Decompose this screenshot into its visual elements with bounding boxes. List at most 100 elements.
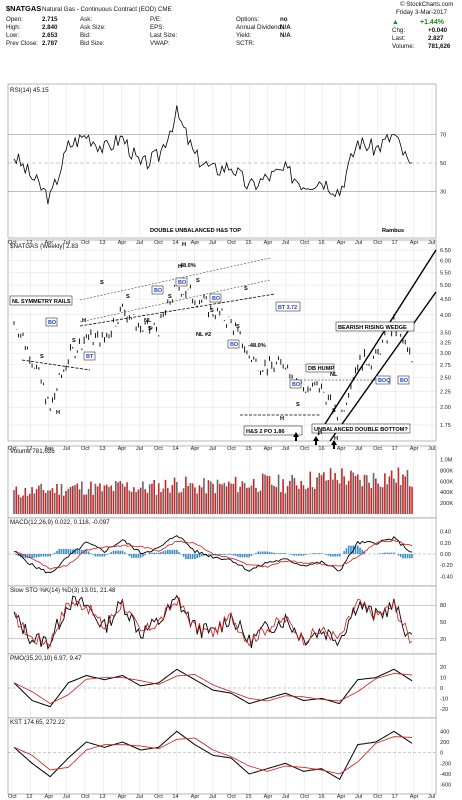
volume-bar xyxy=(228,481,230,514)
stat-label: Low: xyxy=(6,32,19,39)
x-axis-tick: Oct xyxy=(373,446,382,452)
volume-bar xyxy=(212,483,214,514)
pmo-tick: 20 xyxy=(440,665,446,671)
annotation-hs-po: H&S 2 PO 1.86 xyxy=(246,429,285,435)
macd-hist-bar xyxy=(350,545,352,554)
macd-hist-bar xyxy=(268,551,271,554)
volume-bar xyxy=(189,482,192,514)
volume-bar xyxy=(71,486,74,514)
volume-bar xyxy=(350,470,352,514)
volume-bar xyxy=(24,488,27,514)
breakout-arrow-icon xyxy=(293,432,299,441)
macd-hist-bar xyxy=(191,554,194,560)
price-tick: 5.00 xyxy=(440,283,451,289)
macd-hist-bar xyxy=(302,554,305,556)
volume-bar xyxy=(216,479,219,514)
volume-bar xyxy=(270,484,273,514)
volume-bar xyxy=(334,473,336,514)
volume-bar xyxy=(40,483,42,514)
change-pct: +1.44% xyxy=(420,19,445,26)
volume-bar xyxy=(232,483,235,514)
macd-hist-bar xyxy=(26,554,29,559)
stat-value: 2.787 xyxy=(42,40,58,47)
x-axis-tick: Jul xyxy=(428,240,435,246)
macd-hist-bar xyxy=(49,554,51,557)
stat-label: High: xyxy=(6,24,21,31)
volume-bar xyxy=(252,478,255,514)
volume-bar xyxy=(49,490,51,514)
macd-hist-bar xyxy=(185,554,187,560)
macd-hist-bar xyxy=(207,554,210,556)
x-axis-tick: 14 xyxy=(172,240,178,246)
macd-signal-line xyxy=(13,539,413,570)
macd-hist-bar xyxy=(171,549,174,554)
volume-bar xyxy=(135,492,137,514)
x-axis-tick: Oct xyxy=(154,794,163,800)
volume-bar xyxy=(207,480,210,514)
x-axis-tick: Oct xyxy=(81,240,90,246)
stat-label: Last Size: xyxy=(150,32,177,39)
macd-hist-bar xyxy=(270,552,273,554)
x-axis-tick: Apr xyxy=(264,794,273,800)
volume-bar xyxy=(185,476,187,514)
symbol-label: $NATGAS xyxy=(6,4,41,13)
macd-hist-bar xyxy=(92,554,94,555)
pattern-letter: H xyxy=(280,416,284,422)
macd-hist-bar xyxy=(22,554,24,559)
macd-hist-bar xyxy=(62,548,65,554)
volume-bar xyxy=(62,495,65,514)
volume-bar xyxy=(90,481,92,514)
volume-bar xyxy=(255,487,257,514)
macd-hist-bar xyxy=(56,550,58,554)
volume-bar xyxy=(336,479,339,514)
x-axis-tick: Oct xyxy=(227,446,236,452)
macd-hist-bar xyxy=(164,550,167,554)
macd-hist-bar xyxy=(223,554,226,555)
x-axis-tick: 12 xyxy=(26,446,32,452)
pmo-tick: 10 xyxy=(440,676,446,682)
blue-label-box xyxy=(227,339,240,349)
pattern-letter: S xyxy=(40,354,44,360)
stat-label: P/E: xyxy=(150,16,162,23)
volume-bar xyxy=(225,486,228,514)
macd-hist-bar xyxy=(218,554,221,556)
volume-bar xyxy=(286,486,289,514)
volume-bar xyxy=(361,486,364,514)
price-tick: 4.00 xyxy=(440,313,451,319)
volume-bar xyxy=(309,471,312,514)
blue-label: BO xyxy=(154,288,162,294)
price-tick: 2.25 xyxy=(440,390,451,396)
volume-bar xyxy=(332,479,334,514)
macd-hist-bar xyxy=(133,554,135,558)
volume-bar xyxy=(388,476,391,514)
price-tick: 4.50 xyxy=(440,297,451,303)
macd-hist-bar xyxy=(173,549,176,554)
breakout-arrow-icon xyxy=(313,436,319,445)
x-axis-tick: Oct xyxy=(154,240,163,246)
macd-hist-bar xyxy=(144,554,146,556)
pattern-letter: S xyxy=(126,294,130,300)
macd-hist-bar xyxy=(81,549,83,554)
x-axis-tick: Apr xyxy=(45,240,54,246)
macd-hist-bar xyxy=(255,552,257,554)
wedge-lower-line xyxy=(329,291,437,442)
macd-hist-bar xyxy=(130,554,133,558)
volume-bar xyxy=(363,474,366,514)
macd-hist-bar xyxy=(198,554,201,558)
macd-hist-bar xyxy=(160,551,162,554)
x-axis-tick: 15 xyxy=(245,240,251,246)
macd-hist-bar xyxy=(284,553,287,554)
volume-bar xyxy=(266,475,269,514)
price-tick: 2.50 xyxy=(440,375,451,381)
macd-hist-bar xyxy=(399,554,402,557)
macd-hist-bar xyxy=(90,553,92,554)
macd-hist-bar xyxy=(121,550,124,554)
breakout-arrow-icon xyxy=(331,440,337,449)
x-axis-tick: Apr xyxy=(337,794,346,800)
volume-bar xyxy=(33,493,36,514)
volume-bar xyxy=(237,492,239,514)
volume-bar xyxy=(105,484,108,514)
stat-value: 2.827 xyxy=(428,35,444,42)
x-axis-tick: 12 xyxy=(26,794,32,800)
volume-bar xyxy=(408,486,411,514)
